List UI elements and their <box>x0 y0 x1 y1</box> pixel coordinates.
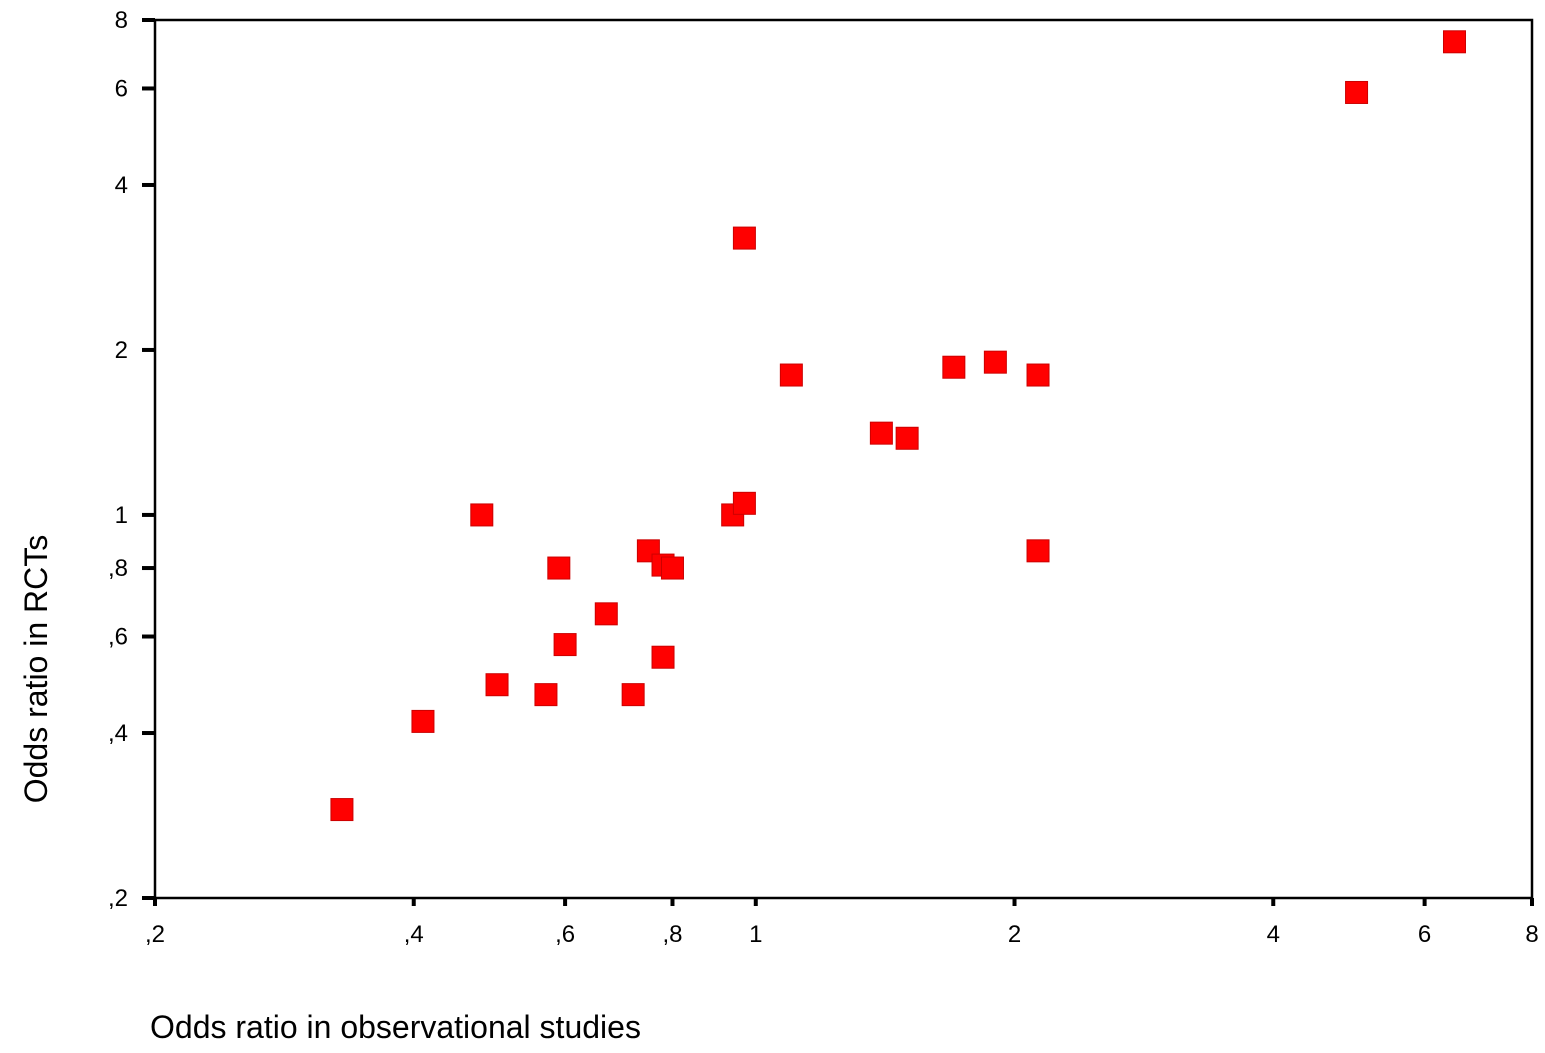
plot-frame <box>153 18 1534 900</box>
data-point <box>534 683 558 707</box>
y-tick-label: ,4 <box>108 720 128 747</box>
x-tick-label: 2 <box>1008 921 1021 948</box>
data-point <box>651 645 675 669</box>
data-point <box>732 226 756 250</box>
data-point <box>470 503 494 527</box>
data-point <box>732 491 756 515</box>
x-tick-label: 6 <box>1418 921 1431 948</box>
x-tick-label: ,4 <box>404 921 424 948</box>
data-point <box>1026 539 1050 563</box>
data-point <box>895 426 919 450</box>
data-point <box>1442 30 1466 54</box>
y-tick-label: 2 <box>115 337 128 364</box>
data-point <box>594 602 618 626</box>
y-tick-label: ,6 <box>108 624 128 651</box>
data-point <box>547 556 571 580</box>
x-tick-label: 1 <box>749 921 762 948</box>
x-tick-label: ,2 <box>145 921 165 948</box>
data-point <box>983 350 1007 374</box>
y-tick-label: 6 <box>115 75 128 102</box>
data-point <box>411 709 435 733</box>
data-point <box>869 421 893 445</box>
y-tick-label: 8 <box>115 7 128 34</box>
x-axis-ticks: ,2 ,4 ,6 ,8 1 2 4 6 8 <box>145 898 1539 948</box>
x-tick-label: 4 <box>1267 921 1280 948</box>
data-point <box>1345 80 1369 104</box>
y-axis-title: Odds ratio in RCTs <box>18 535 54 804</box>
data-points <box>330 30 1466 822</box>
y-tick-label: ,2 <box>108 885 128 912</box>
data-point <box>942 355 966 379</box>
x-tick-label: ,6 <box>555 921 575 948</box>
x-tick-label: 8 <box>1525 921 1538 948</box>
data-point <box>485 673 509 697</box>
y-tick-label: 1 <box>115 502 128 529</box>
y-tick-label: ,8 <box>108 555 128 582</box>
data-point <box>330 798 354 822</box>
data-point <box>621 683 645 707</box>
y-axis-ticks: ,2 ,4 ,6 ,8 1 2 4 6 8 <box>108 7 155 912</box>
data-point <box>553 633 577 657</box>
data-point <box>660 556 684 580</box>
data-point <box>1026 363 1050 387</box>
data-point <box>779 363 803 387</box>
x-tick-label: ,8 <box>662 921 682 948</box>
y-tick-label: 4 <box>115 172 128 199</box>
x-axis-title: Odds ratio in observational studies <box>150 1009 641 1045</box>
